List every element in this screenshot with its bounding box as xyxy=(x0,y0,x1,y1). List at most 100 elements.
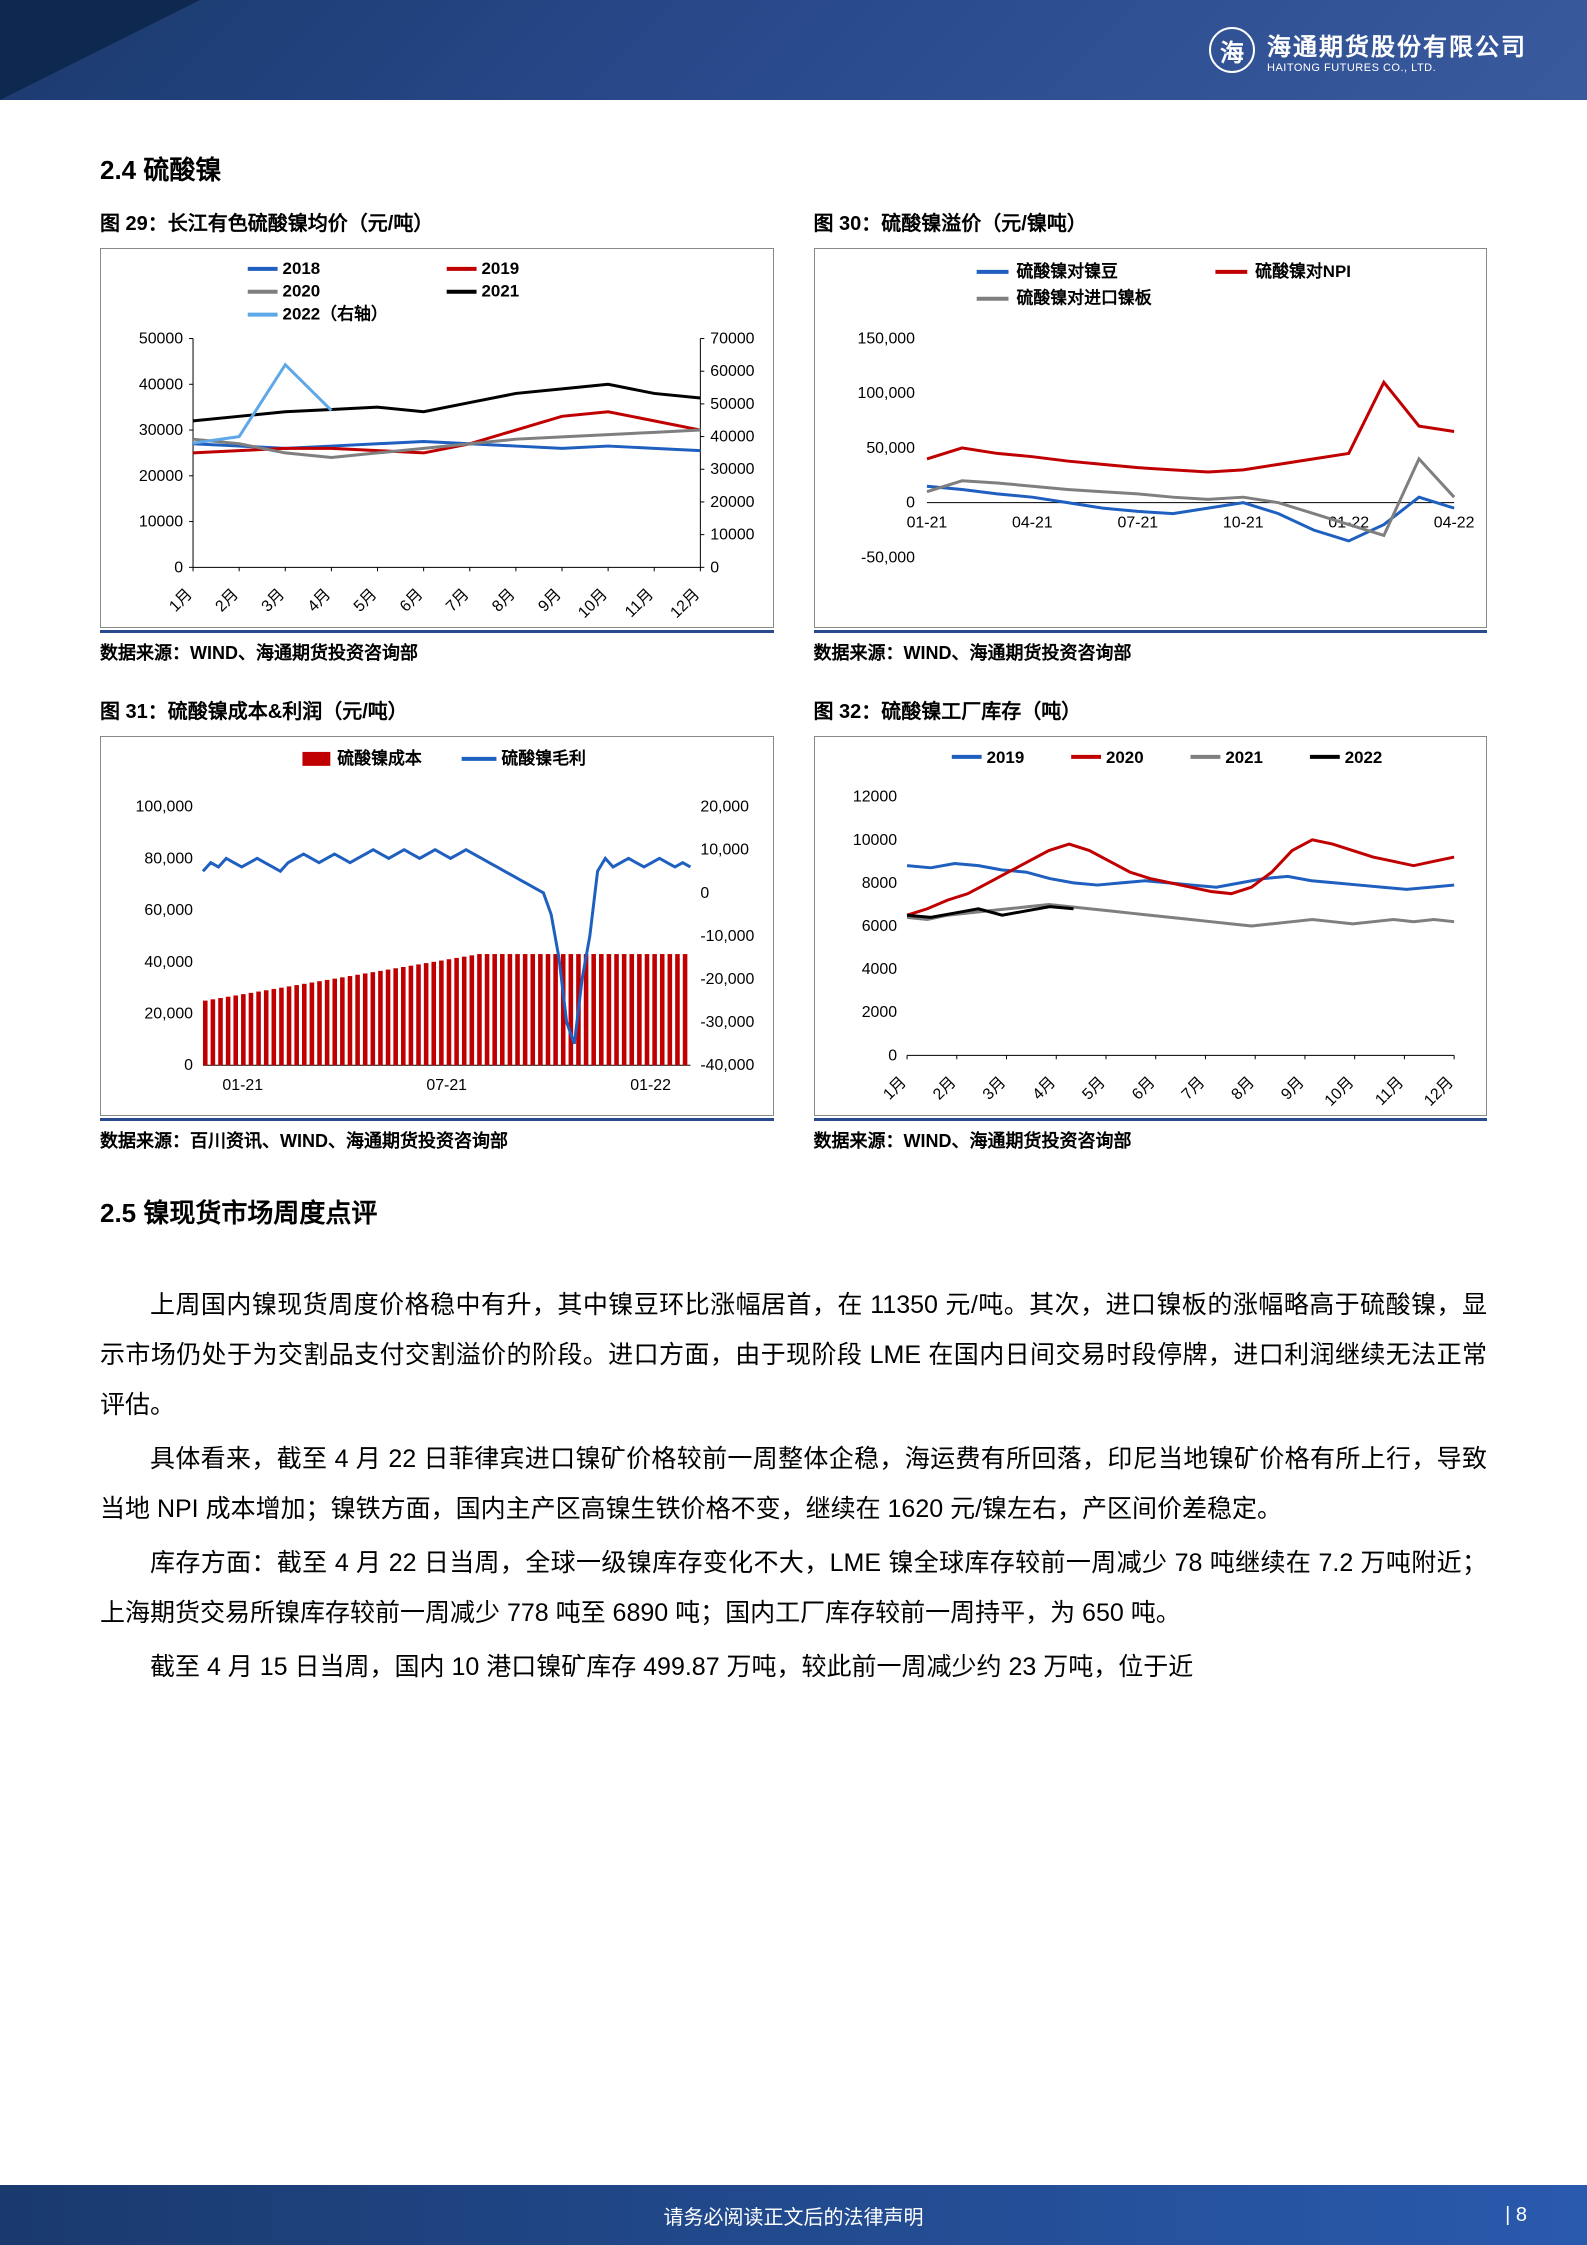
svg-text:硫酸镍对进口镍板: 硫酸镍对进口镍板 xyxy=(1016,288,1151,308)
svg-text:10-21: 10-21 xyxy=(1222,515,1263,532)
svg-text:50,000: 50,000 xyxy=(866,440,915,457)
chart-32-title: 图 32：硫酸镍工厂库存（吨） xyxy=(814,695,1488,724)
svg-text:01-22: 01-22 xyxy=(630,1077,671,1094)
svg-text:150,000: 150,000 xyxy=(857,331,915,348)
svg-text:12000: 12000 xyxy=(852,789,896,806)
chart-29: 20182019202020212022（右轴）0100002000030000… xyxy=(100,248,774,628)
chart-32: 2019202020212022020004000600080001000012… xyxy=(814,736,1488,1116)
svg-text:12月: 12月 xyxy=(1421,1074,1457,1110)
svg-text:0: 0 xyxy=(174,559,183,576)
logo-cn: 海通期货股份有限公司 xyxy=(1267,27,1527,62)
svg-text:0: 0 xyxy=(906,495,915,512)
svg-text:2000: 2000 xyxy=(861,1004,897,1021)
paragraph-1: 上周国内镍现货周度价格稳中有升，其中镍豆环比涨幅居首，在 11350 元/吨。其… xyxy=(100,1280,1487,1430)
svg-text:3月: 3月 xyxy=(259,586,289,616)
svg-text:04-21: 04-21 xyxy=(1012,515,1053,532)
svg-text:4月: 4月 xyxy=(305,586,335,616)
chart-31-title: 图 31：硫酸镍成本&利润（元/吨） xyxy=(100,695,774,724)
company-logo: 海 海通期货股份有限公司 HAITONG FUTURES CO., LTD. xyxy=(1209,27,1527,74)
svg-text:2022: 2022 xyxy=(1344,748,1382,767)
svg-text:2020: 2020 xyxy=(1105,748,1143,767)
content-area: 2.4 硫酸镍 图 29：长江有色硫酸镍均价（元/吨） 201820192020… xyxy=(0,100,1587,1692)
svg-text:40000: 40000 xyxy=(139,376,183,393)
svg-text:04-22: 04-22 xyxy=(1433,515,1474,532)
svg-text:11月: 11月 xyxy=(622,586,657,621)
svg-text:6月: 6月 xyxy=(397,586,427,616)
section-25-title: 2.5 镍现货市场周度点评 xyxy=(100,1193,1487,1230)
svg-text:5月: 5月 xyxy=(351,586,381,616)
page: 海 海通期货股份有限公司 HAITONG FUTURES CO., LTD. 2… xyxy=(0,0,1587,2245)
svg-text:10000: 10000 xyxy=(710,527,754,544)
svg-text:硫酸镍毛利: 硫酸镍毛利 xyxy=(501,748,586,768)
svg-text:0: 0 xyxy=(184,1057,193,1074)
svg-text:11月: 11月 xyxy=(1372,1074,1407,1109)
svg-text:8月: 8月 xyxy=(489,586,519,616)
svg-text:12月: 12月 xyxy=(667,586,703,622)
svg-text:07-21: 07-21 xyxy=(426,1077,467,1094)
svg-text:10月: 10月 xyxy=(1321,1074,1357,1110)
svg-text:30000: 30000 xyxy=(710,461,754,478)
footer-text: 请务必阅读正文后的法律声明 xyxy=(664,2201,924,2230)
svg-text:5月: 5月 xyxy=(1079,1074,1109,1104)
svg-text:4000: 4000 xyxy=(861,961,897,978)
svg-text:40000: 40000 xyxy=(710,429,754,446)
paragraph-3: 库存方面：截至 4 月 22 日当周，全球一级镍库存变化不大，LME 镍全球库存… xyxy=(100,1538,1487,1638)
svg-text:1月: 1月 xyxy=(880,1074,910,1104)
svg-text:0: 0 xyxy=(700,885,709,902)
svg-text:硫酸镍对镍豆: 硫酸镍对镍豆 xyxy=(1016,261,1118,281)
svg-text:20,000: 20,000 xyxy=(700,799,749,816)
chart-29-block: 图 29：长江有色硫酸镍均价（元/吨） 20182019202020212022… xyxy=(100,207,774,665)
svg-text:20000: 20000 xyxy=(710,494,754,511)
svg-text:硫酸镍对NPI: 硫酸镍对NPI xyxy=(1255,261,1351,281)
svg-text:0: 0 xyxy=(888,1047,897,1064)
svg-text:6月: 6月 xyxy=(1129,1074,1159,1104)
svg-text:10,000: 10,000 xyxy=(700,842,749,859)
svg-text:80,000: 80,000 xyxy=(144,850,193,867)
svg-text:4月: 4月 xyxy=(1029,1074,1059,1104)
svg-text:50000: 50000 xyxy=(139,331,183,348)
svg-text:10000: 10000 xyxy=(139,514,183,531)
svg-text:2月: 2月 xyxy=(930,1074,960,1104)
svg-text:7月: 7月 xyxy=(443,586,473,616)
chart-32-source: 数据来源：WIND、海通期货投资咨询部 xyxy=(814,1118,1488,1153)
svg-text:01-21: 01-21 xyxy=(222,1077,263,1094)
svg-text:60,000: 60,000 xyxy=(144,902,193,919)
svg-text:7月: 7月 xyxy=(1178,1074,1208,1104)
svg-text:2月: 2月 xyxy=(212,586,242,616)
svg-text:01-21: 01-21 xyxy=(906,515,947,532)
chart-row-2: 图 31：硫酸镍成本&利润（元/吨） 硫酸镍成本硫酸镍毛利020,00040,0… xyxy=(100,695,1487,1153)
svg-text:30000: 30000 xyxy=(139,422,183,439)
svg-text:10000: 10000 xyxy=(852,832,896,849)
page-number: | 8 xyxy=(1505,2204,1527,2227)
footer-bar: 请务必阅读正文后的法律声明 | 8 xyxy=(0,2185,1587,2245)
svg-text:1月: 1月 xyxy=(166,586,196,616)
chart-32-block: 图 32：硫酸镍工厂库存（吨） 201920202021202202000400… xyxy=(814,695,1488,1153)
svg-text:2022（右轴）: 2022（右轴） xyxy=(283,304,388,324)
svg-text:0: 0 xyxy=(710,559,719,576)
logo-en: HAITONG FUTURES CO., LTD. xyxy=(1267,62,1527,74)
svg-text:2019: 2019 xyxy=(482,259,520,278)
paragraph-2: 具体看来，截至 4 月 22 日菲律宾进口镍矿价格较前一周整体企稳，海运费有所回… xyxy=(100,1434,1487,1534)
svg-text:100,000: 100,000 xyxy=(857,385,915,402)
svg-text:2019: 2019 xyxy=(986,748,1024,767)
svg-text:-40,000: -40,000 xyxy=(700,1057,754,1074)
svg-text:100,000: 100,000 xyxy=(136,799,194,816)
chart-30: 硫酸镍对镍豆硫酸镍对NPI硫酸镍对进口镍板-50,000050,000100,0… xyxy=(814,248,1488,628)
chart-31-source: 数据来源：百川资讯、WIND、海通期货投资咨询部 xyxy=(100,1118,774,1153)
svg-text:20000: 20000 xyxy=(139,468,183,485)
svg-text:6000: 6000 xyxy=(861,918,897,935)
svg-text:20,000: 20,000 xyxy=(144,1006,193,1023)
body-text: 上周国内镍现货周度价格稳中有升，其中镍豆环比涨幅居首，在 11350 元/吨。其… xyxy=(100,1280,1487,1692)
svg-text:07-21: 07-21 xyxy=(1117,515,1158,532)
svg-text:-10,000: -10,000 xyxy=(700,928,754,945)
svg-text:8月: 8月 xyxy=(1228,1074,1258,1104)
chart-row-1: 图 29：长江有色硫酸镍均价（元/吨） 20182019202020212022… xyxy=(100,207,1487,665)
svg-text:10月: 10月 xyxy=(575,586,611,622)
svg-text:9月: 9月 xyxy=(535,586,565,616)
chart-30-source: 数据来源：WIND、海通期货投资咨询部 xyxy=(814,630,1488,665)
chart-29-title: 图 29：长江有色硫酸镍均价（元/吨） xyxy=(100,207,774,236)
svg-text:50000: 50000 xyxy=(710,396,754,413)
svg-text:8000: 8000 xyxy=(861,875,897,892)
chart-31: 硫酸镍成本硫酸镍毛利020,00040,00060,00080,000100,0… xyxy=(100,736,774,1116)
svg-text:2021: 2021 xyxy=(482,282,520,301)
